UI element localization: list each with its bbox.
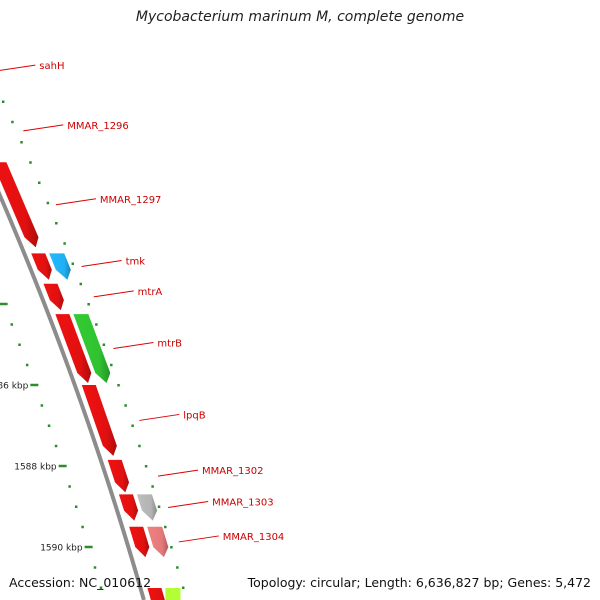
minor-tick bbox=[164, 525, 167, 529]
minor-tick bbox=[124, 404, 127, 407]
gene-label: tmk bbox=[126, 257, 146, 268]
cog-feature-shade bbox=[147, 526, 169, 558]
minor-tick bbox=[170, 546, 173, 549]
kbp-tick-label: 1588 kbp bbox=[14, 463, 57, 473]
minor-tick bbox=[10, 323, 14, 326]
minor-tick bbox=[63, 242, 66, 245]
cds-strand-feature-shade bbox=[31, 253, 52, 280]
minor-tick bbox=[18, 343, 21, 346]
minor-tick bbox=[55, 222, 58, 225]
minor-tick bbox=[93, 566, 97, 569]
minor-tick bbox=[25, 363, 29, 367]
minor-tick bbox=[131, 424, 134, 427]
minor-tick bbox=[37, 181, 41, 184]
gene-label: lpqB bbox=[183, 410, 205, 421]
cds-strand-feature-shade bbox=[81, 385, 117, 456]
cds-strand-feature-shade bbox=[55, 314, 92, 383]
minor-tick bbox=[176, 566, 179, 569]
cds-strand-feature-shade bbox=[0, 162, 39, 248]
minor-tick bbox=[11, 120, 14, 124]
minor-tick bbox=[138, 444, 141, 448]
label-leader-line bbox=[55, 198, 97, 206]
gene-features bbox=[0, 162, 181, 600]
cog-feature-shade bbox=[73, 314, 111, 383]
cds-strand-feature-shade bbox=[118, 494, 139, 521]
kbp-tick-label: 1590 kbp bbox=[40, 544, 83, 554]
label-leader-line bbox=[113, 342, 154, 350]
gene-label: mtrA bbox=[138, 287, 163, 298]
minor-tick bbox=[47, 424, 51, 427]
label-leader-line bbox=[93, 290, 134, 298]
label-leader-line bbox=[0, 64, 36, 71]
minor-tick bbox=[46, 201, 50, 205]
kbp-tick-label: 1586 kbp bbox=[0, 382, 29, 392]
gene-label: MMAR_1302 bbox=[202, 466, 264, 477]
tick-marks: 1578 kbp1580 kbp1582 kbp1584 kbp1586 kbp… bbox=[0, 100, 185, 589]
genome-backbone bbox=[0, 190, 146, 600]
minor-tick bbox=[151, 485, 154, 488]
backbone-arc bbox=[0, 190, 146, 600]
cds-strand-feature-shade bbox=[107, 459, 130, 493]
label-leader-line bbox=[139, 413, 180, 421]
minor-tick bbox=[117, 384, 120, 387]
minor-tick bbox=[110, 363, 113, 367]
gene-label: MMAR_1304 bbox=[223, 532, 284, 543]
minor-tick bbox=[74, 505, 78, 508]
minor-tick bbox=[99, 586, 103, 589]
gene-label: MMAR_1303 bbox=[212, 498, 274, 509]
gene-label: MMAR_1297 bbox=[100, 195, 161, 206]
minor-tick bbox=[144, 465, 148, 468]
gene-label: mtrB bbox=[157, 339, 182, 350]
cog-feature bbox=[165, 588, 181, 600]
minor-tick bbox=[81, 525, 84, 529]
label-leader-line bbox=[81, 260, 122, 268]
minor-tick bbox=[54, 444, 58, 448]
genome-summary-text: Topology: circular; Length: 6,636,827 bp… bbox=[247, 575, 591, 590]
minor-tick bbox=[20, 141, 23, 144]
label-leader-line bbox=[157, 469, 199, 477]
minor-tick bbox=[40, 404, 44, 407]
minor-tick bbox=[102, 343, 106, 346]
label-leader-line bbox=[178, 535, 219, 543]
minor-tick bbox=[157, 505, 161, 508]
minor-tick bbox=[95, 323, 98, 326]
cds-strand-feature-shade bbox=[43, 283, 64, 311]
minor-tick bbox=[1, 100, 5, 103]
cog-feature-shade bbox=[136, 494, 158, 521]
gene-label: sahH bbox=[39, 61, 64, 72]
genome-title: Mycobacterium marinum M, complete genome bbox=[135, 9, 465, 25]
cog-feature-shade bbox=[49, 253, 71, 280]
gene-label: MMAR_1296 bbox=[67, 121, 129, 132]
minor-tick bbox=[181, 586, 185, 589]
cds-strand-feature-shade bbox=[147, 588, 165, 600]
cds-strand-feature-shade bbox=[129, 526, 150, 558]
minor-tick bbox=[71, 262, 75, 265]
minor-tick bbox=[79, 282, 83, 286]
minor-tick bbox=[29, 161, 32, 164]
accession-text: Accession: NC_010612 bbox=[9, 575, 152, 590]
minor-tick bbox=[68, 485, 71, 488]
minor-tick bbox=[87, 303, 90, 306]
label-leader-line bbox=[168, 501, 209, 509]
label-leader-line bbox=[23, 124, 64, 132]
